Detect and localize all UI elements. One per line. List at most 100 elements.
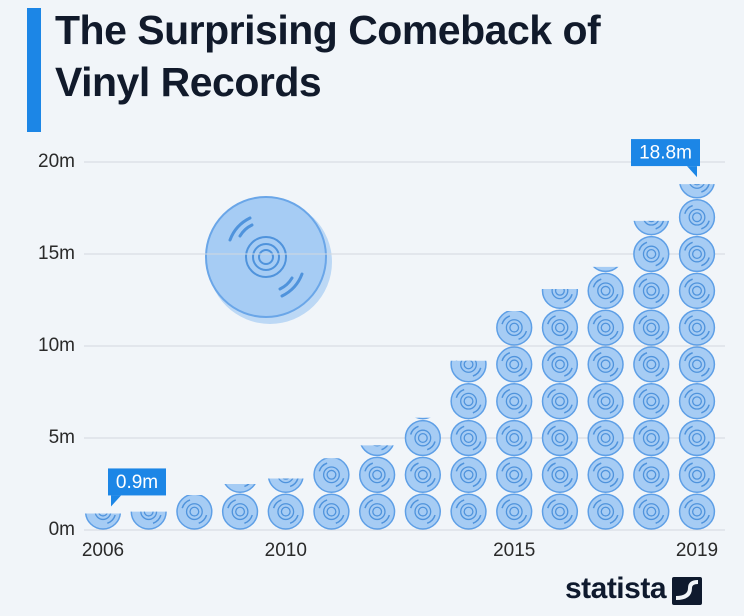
disc-ring xyxy=(509,432,520,443)
disc-groove xyxy=(409,499,419,509)
callout-pointer xyxy=(687,166,697,178)
disc xyxy=(633,346,670,383)
disc-stack xyxy=(359,445,396,530)
disc-ring xyxy=(600,322,611,333)
disc-ring xyxy=(236,470,245,479)
disc-groove xyxy=(701,293,710,304)
disc-ring xyxy=(505,355,523,373)
disc-ring xyxy=(551,288,569,300)
disc-groove xyxy=(501,462,511,472)
disc-ring xyxy=(692,469,703,480)
disc xyxy=(633,383,670,420)
disc-groove xyxy=(227,499,237,509)
disc-groove xyxy=(244,484,250,488)
disc-ring xyxy=(688,503,706,521)
disc-ring xyxy=(646,469,657,480)
chart-title: The Surprising Comeback of Vinyl Records xyxy=(55,7,601,105)
disc-groove xyxy=(472,404,482,414)
disc xyxy=(404,419,441,457)
disc-ring xyxy=(688,282,706,300)
disc-ring xyxy=(140,511,158,521)
disc-groove xyxy=(274,463,282,471)
disc-groove xyxy=(701,184,710,193)
disc xyxy=(541,346,579,383)
disc-groove xyxy=(518,330,528,340)
disc xyxy=(587,383,624,420)
disc-stack xyxy=(633,206,670,530)
disc-ring xyxy=(600,432,611,443)
disc-groove xyxy=(547,315,556,325)
disc-ring xyxy=(417,506,428,517)
disc-ring xyxy=(597,503,615,521)
disc-ring xyxy=(642,466,660,484)
disc-groove xyxy=(592,315,602,325)
disc xyxy=(176,495,213,530)
disc xyxy=(541,383,579,420)
disc-ring xyxy=(554,359,565,370)
disc-ring xyxy=(509,359,520,370)
disc-groove xyxy=(198,514,208,524)
disc-ring xyxy=(189,506,200,517)
disc-ring xyxy=(98,513,108,517)
disc-ring xyxy=(692,248,703,259)
disc-groove xyxy=(472,367,482,377)
disc-groove xyxy=(289,514,299,524)
disc-ring xyxy=(368,503,386,521)
disc-ring xyxy=(505,466,523,484)
disc-groove xyxy=(592,388,602,399)
disc-groove xyxy=(181,499,191,509)
disc-groove xyxy=(518,477,528,488)
disc-ring xyxy=(278,478,294,484)
disc xyxy=(415,417,431,420)
disc-ring xyxy=(282,478,290,480)
disc-groove xyxy=(501,425,511,435)
disc-ring xyxy=(414,503,432,521)
disc-ring xyxy=(600,285,611,296)
disc xyxy=(587,419,624,457)
disc xyxy=(268,478,304,493)
disc-ring xyxy=(642,503,660,521)
disc xyxy=(359,493,396,530)
disc-ring xyxy=(280,506,291,517)
disc-ring xyxy=(277,503,295,521)
disc-groove xyxy=(639,206,647,214)
value-label: 0.9m xyxy=(116,472,158,493)
disc-groove xyxy=(609,404,619,414)
disc-groove xyxy=(427,405,435,413)
disc-ring xyxy=(597,355,615,373)
disc-groove xyxy=(547,425,556,435)
disc-ring xyxy=(551,392,569,410)
disc-ring xyxy=(368,466,386,484)
disc-ring xyxy=(692,396,703,407)
disc-ring xyxy=(551,355,569,373)
disc-groove xyxy=(609,330,619,340)
disc xyxy=(450,456,487,493)
disc-groove xyxy=(701,257,710,267)
disc-groove xyxy=(548,279,556,287)
disc-ring xyxy=(551,466,569,484)
disc-groove xyxy=(638,315,648,325)
disc-groove xyxy=(409,425,419,435)
title-accent xyxy=(27,8,41,132)
disc-ring xyxy=(646,322,657,333)
disc-ring xyxy=(463,360,474,370)
disc-groove xyxy=(518,441,528,451)
disc-ring xyxy=(597,319,615,337)
disc-ring xyxy=(642,355,660,373)
disc-groove xyxy=(684,204,693,215)
disc-ring xyxy=(554,288,565,296)
disc-ring xyxy=(551,503,569,521)
disc-ring xyxy=(597,466,615,484)
disc-groove xyxy=(335,477,345,488)
y-tick-label: 20m xyxy=(38,151,75,172)
disc-ring xyxy=(231,503,249,521)
disc-stack xyxy=(176,495,213,530)
disc-groove xyxy=(228,463,236,471)
disc-ring xyxy=(600,469,611,480)
disc-groove xyxy=(381,445,389,451)
disc-ring xyxy=(326,506,337,517)
disc-ring xyxy=(646,285,657,296)
disc xyxy=(404,493,441,530)
disc-groove xyxy=(455,499,465,509)
